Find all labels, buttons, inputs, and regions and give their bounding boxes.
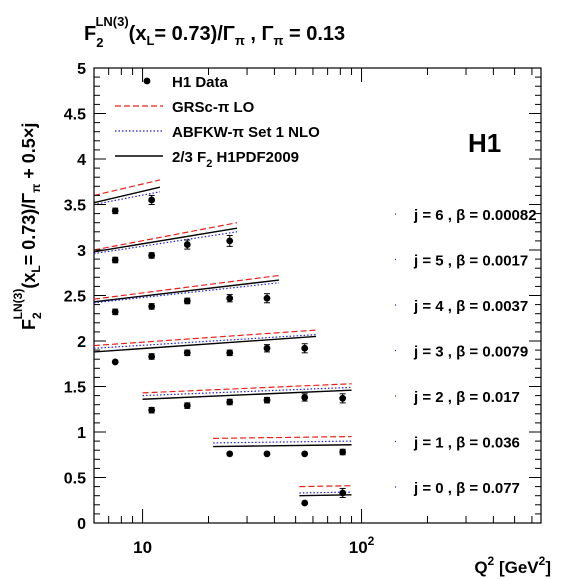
data-point xyxy=(183,402,191,410)
series-points-j0 xyxy=(301,487,347,507)
grsc-curve xyxy=(213,435,352,439)
grsc-curve xyxy=(142,383,352,394)
x-tick-label: 10 xyxy=(133,538,152,557)
series-points-j5 xyxy=(111,234,234,264)
y-tick-label: 5 xyxy=(77,61,86,78)
series-label-j1: j = 1 , β = 0.036 xyxy=(413,434,520,451)
data-point xyxy=(263,294,271,302)
series-points-j2 xyxy=(148,393,347,414)
experiment-label: H1 xyxy=(468,128,501,158)
grsc-curve xyxy=(93,274,280,300)
series-points-j3 xyxy=(111,343,309,366)
grsc-curve xyxy=(93,222,238,251)
data-point xyxy=(263,344,271,352)
data-point xyxy=(183,241,191,248)
series-label-j0: j = 0 , β = 0.077 xyxy=(413,480,520,497)
abfkw-curve xyxy=(93,191,161,206)
h1pdf-curve xyxy=(142,389,352,400)
data-point xyxy=(301,499,309,507)
series-curves-j4 xyxy=(93,274,280,304)
h1pdf-curve xyxy=(93,227,238,253)
data-points xyxy=(111,194,347,507)
series-points-j6 xyxy=(111,194,156,215)
y-tick-label: 1.5 xyxy=(64,380,86,397)
data-point xyxy=(339,448,347,456)
axes: 0 0.5 1 1.5 2 2.5 3 3.5 4 4.5 5 10 102 xyxy=(64,61,541,557)
h1pdf-curve xyxy=(213,444,352,448)
series-label-j3: j = 3 , β = 0.0079 xyxy=(413,343,528,360)
data-point xyxy=(226,237,234,245)
y-axis-label: F2LN(3)(xL= 0.73)/Γπ + 0.5×j xyxy=(11,123,44,330)
data-point xyxy=(226,294,234,302)
x-tick-label: 102 xyxy=(349,534,375,557)
data-point xyxy=(301,394,309,401)
legend-entry: GRSc-π LO xyxy=(115,99,255,116)
legend-entry: ABFKW-π Set 1 NLO xyxy=(115,124,320,141)
y-tick-label: 4.5 xyxy=(64,107,86,124)
chart-title: F2LN(3)(xL= 0.73)/Γπ , Γπ = 0.13 xyxy=(84,14,345,50)
series-label-j2: j = 2 , β = 0.017 xyxy=(413,389,520,406)
series-label-j6: j = 6 , β = 0.00082 xyxy=(413,207,537,224)
data-point xyxy=(148,252,156,259)
series-curves-j5 xyxy=(93,222,238,255)
y-tick-label: 0 xyxy=(77,516,86,533)
legend-label: GRSc-π LO xyxy=(172,99,255,116)
series-points-j4 xyxy=(111,293,271,316)
legend-entry: H1 Data xyxy=(143,74,229,91)
data-point xyxy=(339,489,347,497)
data-point xyxy=(148,353,156,360)
legend: H1 Data GRSc-π LO ABFKW-π Set 1 NLO 2/3 F2 … xyxy=(115,74,320,170)
series-points-j1 xyxy=(226,448,347,458)
x-axis-label: Q2 [GeV2] xyxy=(474,554,551,577)
series-curves-j3 xyxy=(93,329,317,353)
data-point xyxy=(111,256,119,264)
data-point xyxy=(226,398,234,406)
data-point xyxy=(148,303,156,310)
legend-label: H1 Data xyxy=(172,74,229,91)
data-point xyxy=(226,450,234,458)
series-curves-j2 xyxy=(142,383,352,400)
series-curves-j6 xyxy=(93,179,161,206)
data-point xyxy=(301,344,309,352)
legend-marker xyxy=(143,77,151,85)
data-point xyxy=(183,349,191,357)
titles: H1 F2LN(3)(xL= 0.73)/Γπ , Γπ = 0.13 F2LN(3… xyxy=(11,14,551,577)
data-point xyxy=(263,396,271,404)
series-label-j4: j = 4 , β = 0.0037 xyxy=(413,298,528,315)
y-tick-label: 1 xyxy=(77,425,86,442)
data-point xyxy=(301,450,309,458)
data-point xyxy=(226,349,234,357)
data-point xyxy=(111,207,119,215)
grsc-curve xyxy=(93,179,161,196)
h1pdf-curve xyxy=(93,186,161,204)
y-tick-label: 3.5 xyxy=(64,198,86,215)
h1pdf-curve xyxy=(93,335,317,353)
legend-label: ABFKW-π Set 1 NLO xyxy=(172,124,320,141)
y-tick-label: 3 xyxy=(77,243,86,260)
data-point xyxy=(111,358,119,366)
series-label-j5: j = 5 , β = 0.0017 xyxy=(413,252,528,269)
series-labels: j = 6 , β = 0.00082 j = 5 , β = 0.0017 j =… xyxy=(395,207,537,497)
series-curves-j1 xyxy=(213,435,352,448)
y-tick-label: 0.5 xyxy=(64,471,86,488)
y-tick-label: 4 xyxy=(77,152,86,169)
data-point xyxy=(263,450,271,458)
data-point xyxy=(148,196,156,204)
abfkw-curve xyxy=(93,282,280,304)
legend-label: 2/3 F2 H1PDF2009 xyxy=(172,149,299,170)
data-point xyxy=(148,406,156,414)
data-point xyxy=(339,394,347,402)
y-tick-label: 2 xyxy=(77,334,86,351)
data-point xyxy=(111,308,119,316)
grsc-curve xyxy=(93,329,317,347)
y-tick-label: 2.5 xyxy=(64,289,86,306)
h1pdf-curve xyxy=(93,279,280,303)
legend-entry: 2/3 F2 H1PDF2009 xyxy=(115,149,299,170)
data-point xyxy=(183,297,191,305)
